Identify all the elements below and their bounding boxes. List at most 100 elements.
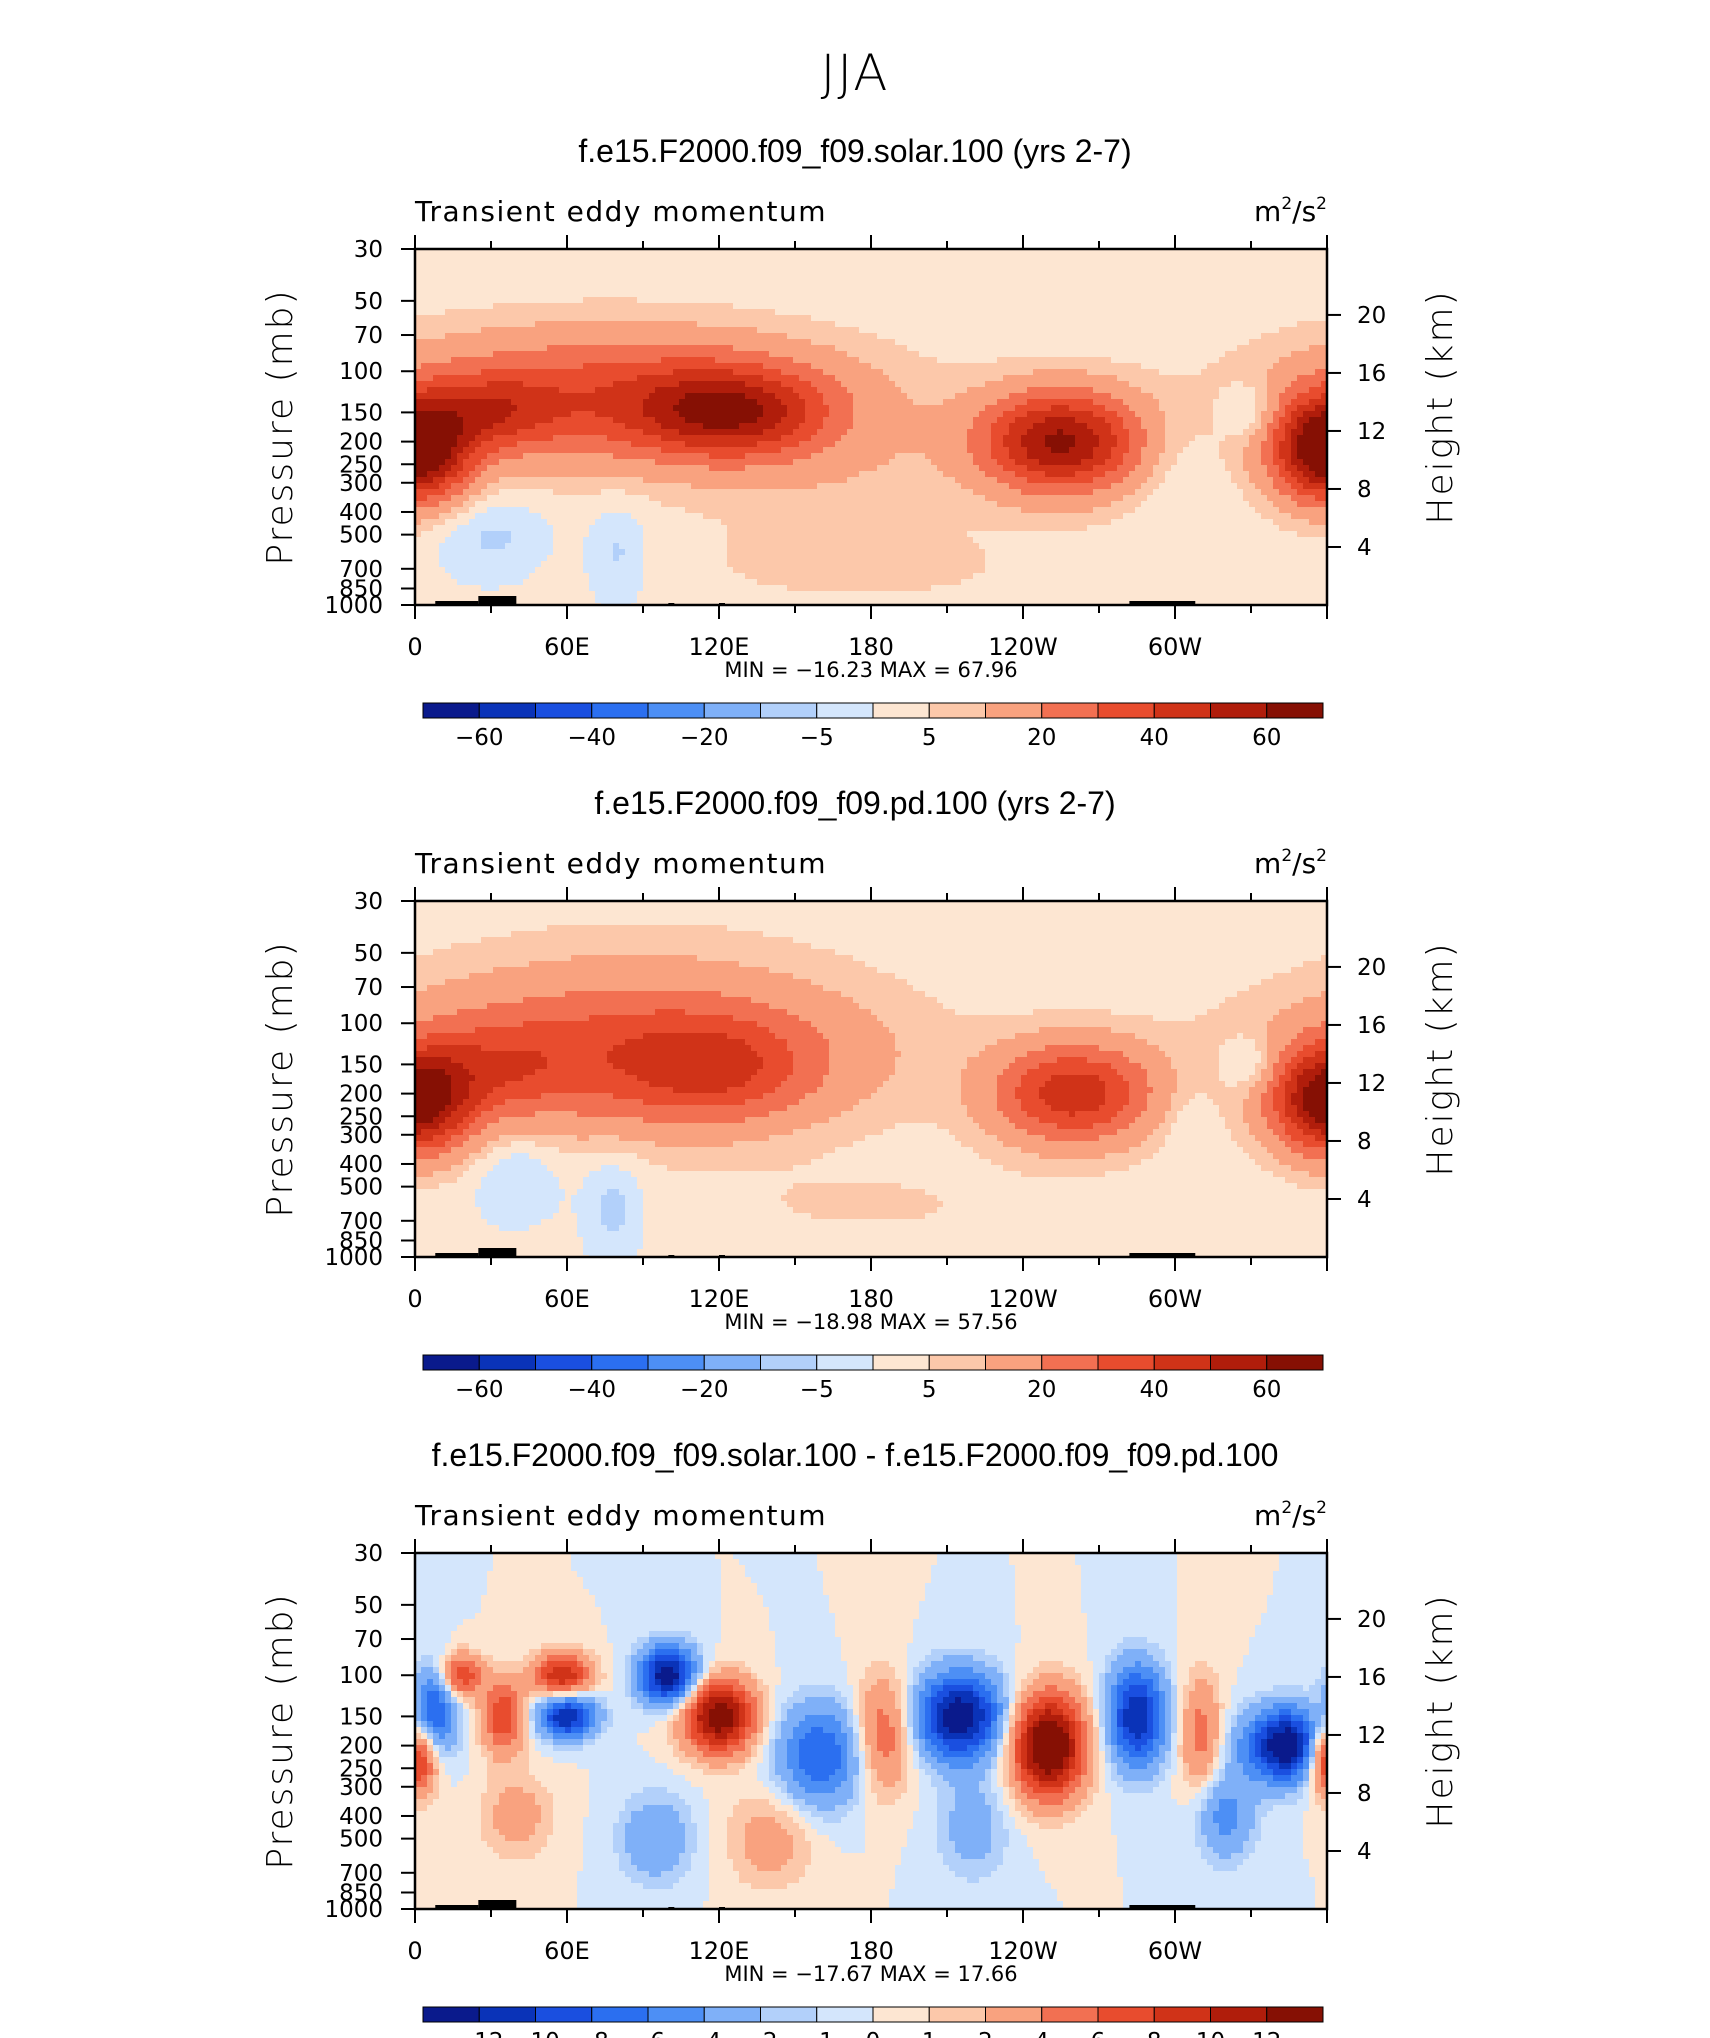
x-tick-label: 120E [689,633,750,661]
colorbar-box [647,702,705,719]
colorbar-box [535,1354,593,1371]
colorbar-box [647,2006,705,2023]
contour-field [415,901,1327,1257]
y-tick-label: 200 [339,1734,383,1760]
colorbar-label: 20 [1027,1377,1056,1403]
y-tick-label: 50 [354,941,383,967]
colorbar-box [535,2006,593,2023]
colorbar-label: −20 [680,725,729,751]
colorbar-box [1097,2006,1155,2023]
colorbar-box [1210,702,1268,719]
colorbar-label: −20 [680,1377,729,1403]
x-tick-label: 60W [1148,633,1202,661]
colorbar: −12−10−8−6−4−2−10124681012 [422,2006,1324,2038]
colorbar-label: −8 [575,2029,609,2038]
colorbar-label: 40 [1140,1377,1169,1403]
y-tick-label: 700 [339,1209,383,1235]
y2-tick-label: 8 [1357,477,1372,503]
y-tick-label: 100 [339,1663,383,1689]
colorbar-label: 6 [1091,2029,1106,2038]
colorbar-box [1097,702,1155,719]
colorbar-box [647,1354,705,1371]
y-axis-label: Pressure (mb) [260,940,301,1217]
colorbar-box [703,1354,761,1371]
y-tick-label: 30 [354,1541,383,1567]
y2-axis-label: Height (km) [1420,289,1461,524]
colorbar-box [985,2006,1043,2023]
colorbar-box [1210,1354,1268,1371]
field-name-label: Transient eddy momentum [414,195,827,228]
y2-tick-label: 12 [1357,1723,1386,1749]
y-tick-label: 700 [339,1861,383,1887]
y-tick-label: 100 [339,1011,383,1037]
y2-tick-label: 8 [1357,1129,1372,1155]
y-tick-label: 70 [354,323,383,349]
colorbar-box [591,1354,649,1371]
colorbar-box [928,1354,986,1371]
y-tick-label: 850 [339,1881,383,1907]
y-tick-label: 1000 [324,1245,383,1271]
y-tick-label: 100 [339,359,383,385]
colorbar-label: −40 [567,725,616,751]
y-tick-label: 200 [339,430,383,456]
y2-tick-label: 16 [1357,361,1386,387]
colorbar-box [816,702,874,719]
colorbar-box [760,2006,818,2023]
contour-field [415,249,1327,605]
colorbar-box [1153,1354,1211,1371]
y2-tick-label: 12 [1357,419,1386,445]
x-tick-label: 60E [544,1937,590,1965]
y2-tick-label: 20 [1357,303,1386,329]
y-tick-label: 850 [339,1229,383,1255]
x-tick-label: 0 [407,633,422,661]
colorbar-box [928,2006,986,2023]
y2-axis-label: Height (km) [1420,941,1461,1176]
y-tick-label: 250 [339,452,383,478]
field-name-label: Transient eddy momentum [414,847,827,880]
y-tick-label: 500 [339,1827,383,1853]
colorbar-box [1041,2006,1099,2023]
colorbar-box [535,702,593,719]
x-tick-label: 180 [848,633,894,661]
colorbar-box [591,2006,649,2023]
colorbar-box [816,1354,874,1371]
x-tick-label: 120W [988,1937,1058,1965]
colorbar-label: 12 [1252,2029,1281,2038]
colorbar: −60 −40 −20 −5 5 20 40 60 [422,702,1324,751]
colorbar-label: 20 [1027,725,1056,751]
y2-axis-label: Height (km) [1420,1593,1461,1828]
y2-tick-label: 16 [1357,1665,1386,1691]
panel-2-title: f.e15.F2000.f09_f09.pd.100 (yrs 2-7) [0,785,1710,822]
colorbar-label: 0 [866,2029,881,2038]
colorbar-box [703,702,761,719]
colorbar-label: −12 [455,2029,504,2038]
colorbar-box [985,1354,1043,1371]
units-label: m2/s2 [1254,846,1327,880]
colorbar-label: 1 [922,2029,937,2038]
y-tick-label: 300 [339,471,383,497]
colorbar-box [872,1354,930,1371]
x-tick-label: 0 [407,1937,422,1965]
min-max-stats: MIN = −17.67 MAX = 17.66 [724,1962,1017,1986]
colorbar-box [1097,1354,1155,1371]
colorbar-box [872,702,930,719]
y-tick-label: 30 [354,237,383,263]
y2-tick-label: 20 [1357,1607,1386,1633]
colorbar-label: −5 [800,1377,834,1403]
y-tick-label: 250 [339,1104,383,1130]
y2-tick-label: 20 [1357,955,1386,981]
colorbar-box [1041,702,1099,719]
colorbar-box [872,2006,930,2023]
colorbar-box [1153,2006,1211,2023]
y-tick-label: 400 [339,500,383,526]
colorbar-box [478,1354,536,1371]
y-tick-label: 70 [354,1627,383,1653]
colorbar-box [816,2006,874,2023]
colorbar-label: −1 [800,2029,834,2038]
colorbar-box [1266,2006,1324,2023]
colorbar-label: 40 [1140,725,1169,751]
colorbar-box [422,1354,480,1371]
units-label: m2/s2 [1254,1498,1327,1532]
